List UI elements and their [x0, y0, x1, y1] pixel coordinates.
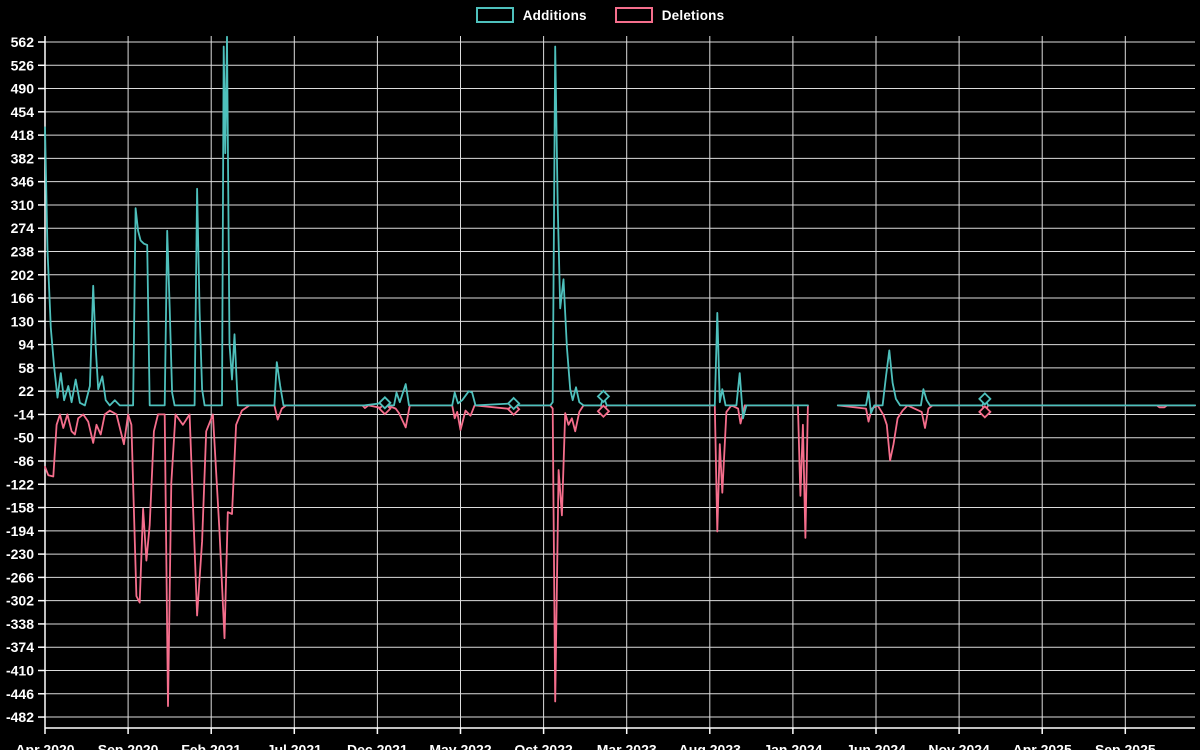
deletions-line — [836, 404, 1196, 462]
y-tick-label: -446 — [6, 686, 34, 702]
x-tick-label: Apr 2025 — [1013, 741, 1072, 750]
y-tick-label: 454 — [11, 104, 35, 120]
y-tick-label: -338 — [6, 616, 34, 632]
y-tick-label: 274 — [11, 220, 35, 236]
y-tick-label: -374 — [6, 639, 34, 655]
x-tick-label: May 2022 — [429, 741, 491, 750]
additions-point-marker — [978, 392, 992, 406]
y-tick-label: -302 — [6, 593, 34, 609]
y-tick-label: -410 — [6, 662, 34, 678]
y-tick-label: 310 — [11, 197, 35, 213]
y-tick-label: 418 — [11, 127, 35, 143]
y-tick-label: 490 — [11, 81, 35, 97]
additions-line — [44, 35, 809, 420]
additions-legend-label: Additions — [522, 7, 587, 23]
x-tick-label: Dec 2021 — [347, 741, 408, 750]
x-tick-label: Jun 2024 — [846, 741, 906, 750]
y-tick-label: 130 — [11, 313, 35, 329]
legend-item-deletions: Deletions — [614, 7, 725, 23]
y-tick-label: -86 — [14, 453, 34, 469]
y-tick-label: -230 — [6, 546, 34, 562]
additions-point-marker — [596, 389, 611, 404]
deletions-point-marker — [596, 404, 611, 418]
legend-item-additions: Additions — [475, 7, 587, 23]
x-tick-label: Apr 2020 — [15, 741, 74, 750]
deletions-line — [44, 404, 809, 707]
y-tick-label: 526 — [11, 57, 35, 73]
x-tick-label: Sep 2025 — [1095, 741, 1156, 750]
y-tick-label: 94 — [18, 337, 34, 353]
y-tick-label: 58 — [18, 360, 34, 376]
legend: Additions Deletions — [0, 7, 1200, 23]
y-tick-label: 238 — [11, 243, 35, 259]
x-tick-label: Oct 2022 — [514, 741, 573, 750]
x-tick-label: Aug 2023 — [679, 741, 741, 750]
deletions-point-marker — [978, 405, 992, 419]
x-tick-label: Mar 2023 — [597, 741, 657, 750]
x-tick-label: Jan 2024 — [763, 741, 822, 750]
y-tick-label: -266 — [6, 569, 34, 585]
x-tick-label: Nov 2024 — [928, 741, 990, 750]
y-tick-label: 382 — [11, 150, 35, 166]
x-tick-label: Feb 2021 — [181, 741, 241, 750]
x-tick-label: Jul 2021 — [267, 741, 322, 750]
deletions-legend-label: Deletions — [661, 7, 725, 23]
y-tick-label: 166 — [11, 290, 35, 306]
deletions-swatch — [614, 7, 653, 23]
y-tick-label: -482 — [6, 709, 34, 725]
y-tick-label: 22 — [18, 383, 34, 399]
y-tick-label: -14 — [14, 406, 34, 422]
y-tick-label: -50 — [14, 430, 34, 446]
x-tick-label: Sep 2020 — [98, 741, 159, 750]
y-tick-label: 562 — [11, 34, 35, 50]
additions-point-marker — [378, 396, 392, 410]
additions-point-marker — [506, 396, 521, 411]
y-tick-label: -122 — [6, 476, 34, 492]
y-tick-label: 346 — [11, 174, 35, 190]
y-tick-label: -158 — [6, 500, 34, 516]
additions-swatch — [475, 7, 514, 23]
y-tick-label: -194 — [6, 523, 34, 539]
additions-line — [836, 349, 1196, 415]
y-tick-label: 202 — [11, 267, 35, 283]
